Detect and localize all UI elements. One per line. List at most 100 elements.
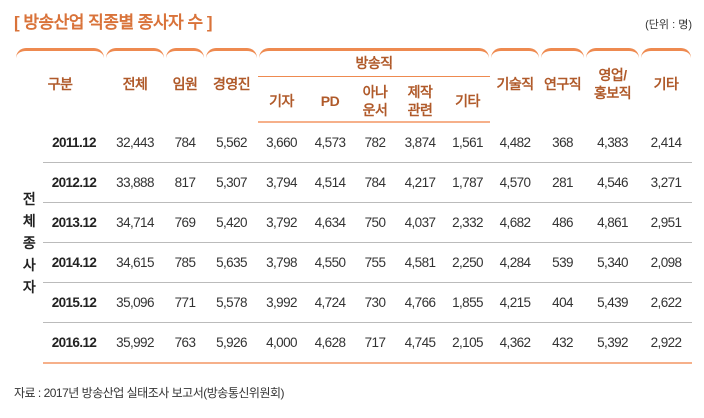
row-year: 2016.12 <box>43 322 106 364</box>
table-cell: 4,217 <box>395 162 446 203</box>
table-cell: 2,922 <box>640 322 693 364</box>
table-cell: 784 <box>355 162 396 203</box>
header-research: 연구직 <box>540 46 585 122</box>
table-cell: 782 <box>364 135 386 150</box>
table-row: 전 체 종 사 자 2011.12 32,443 784 5,562 3,660 4,57… <box>15 122 692 295</box>
table-cell: 785 <box>165 242 206 283</box>
row-year: 2015.12 <box>43 282 106 323</box>
table-cell: 3,874 <box>404 135 436 150</box>
table-cell: 4,550 <box>305 242 356 283</box>
table-cell: 2,098 <box>640 242 693 283</box>
header-category: 구분 <box>15 46 105 122</box>
table-cell: 784 <box>174 134 196 150</box>
table-cell: 4,037 <box>395 202 446 243</box>
header-mgmt: 경영진 <box>205 46 258 122</box>
table-cell: 5,562 <box>216 134 247 150</box>
table-cell: 4,362 <box>490 322 541 364</box>
header-production: 제작 관련 <box>395 76 446 123</box>
table-cell: 5,340 <box>585 242 641 283</box>
table-cell: 769 <box>165 202 206 243</box>
source-note: 자료 : 2017년 방송산업 실태조사 보고서(방송통신위원회) <box>14 386 285 400</box>
table-cell: 432 <box>540 322 586 364</box>
table-cell: 4,000 <box>258 322 306 364</box>
table-title: [ 방송산업 직종별 종사자 수 ] <box>14 13 212 32</box>
row-year: 2014.12 <box>43 242 106 283</box>
header-reporter: 기자 <box>258 76 306 123</box>
table-cell: 35,992 <box>105 322 166 364</box>
table-cell: 4,383 <box>597 134 628 150</box>
table-cell: 5,307 <box>205 162 259 203</box>
table-row: 2013.12 34,714 769 5,420 3,792 4,634 750 4,037 2… <box>15 202 693 243</box>
table-cell: 2,622 <box>640 282 693 323</box>
unit-label: (단위 : 명) <box>645 19 692 31</box>
table-cell: 1,787 <box>445 162 491 203</box>
table-cell: 404 <box>540 282 586 323</box>
table-cell: 717 <box>355 322 396 364</box>
table-cell: 763 <box>165 322 206 364</box>
table-cell: 5,578 <box>205 282 259 323</box>
header-tech: 기술직 <box>490 46 540 122</box>
table-cell: 4,745 <box>395 322 446 364</box>
side-label: 전 체 종 사 자 <box>22 190 36 295</box>
table-cell: 3,271 <box>640 162 693 203</box>
table-cell: 2,414 <box>650 134 682 150</box>
table-cell: 4,628 <box>305 322 356 364</box>
employee-table: 구분 전체 임원 경영진 방송직 기술직 연구직 영업/ 홍보직 기타 기자 P… <box>15 46 693 364</box>
table-cell: 4,766 <box>395 282 446 323</box>
table-cell: 5,635 <box>205 242 259 283</box>
header-broadcast-other: 기타 <box>445 76 491 123</box>
table-cell: 4,284 <box>490 242 541 283</box>
table-cell: 281 <box>540 162 586 203</box>
header-exec: 임원 <box>165 46 205 122</box>
table-row: 2012.12 33,888 817 5,307 3,794 4,514 784 4,217 1… <box>15 162 693 203</box>
table-cell: 368 <box>552 134 573 150</box>
header-sales: 영업/ 홍보직 <box>585 46 640 122</box>
table-cell: 730 <box>355 282 396 323</box>
table-cell: 4,482 <box>499 134 531 150</box>
table-cell: 750 <box>355 202 396 243</box>
table-row: 2015.12 35,096 771 5,578 3,992 4,724 730 4,766 1… <box>15 282 693 323</box>
table-cell: 3,792 <box>258 202 306 243</box>
header-total: 전체 <box>105 46 165 122</box>
table-cell: 2,250 <box>445 242 491 283</box>
header-pd: PD <box>305 76 356 123</box>
table-cell: 4,546 <box>585 162 641 203</box>
table-cell: 3,992 <box>258 282 306 323</box>
header-announcer: 아나 운서 <box>355 76 396 123</box>
table-cell: 539 <box>540 242 586 283</box>
table-cell: 4,634 <box>305 202 356 243</box>
table-cell: 3,798 <box>258 242 306 283</box>
table-cell: 34,714 <box>105 202 166 243</box>
table-cell: 4,724 <box>305 282 356 323</box>
table-cell: 2,105 <box>445 322 491 364</box>
table-cell: 2,332 <box>445 202 491 243</box>
header-broadcast: 방송직 <box>258 46 491 77</box>
table-cell: 5,392 <box>585 322 641 364</box>
row-year: 2011.12 <box>52 134 96 150</box>
table-cell: 1,855 <box>445 282 491 323</box>
table-cell: 1,561 <box>452 135 483 150</box>
table-cell: 34,615 <box>105 242 166 283</box>
table-cell: 817 <box>165 162 206 203</box>
table-row: 2014.12 34,615 785 5,635 3,798 4,550 755 4,581 2… <box>15 242 693 283</box>
table-cell: 5,420 <box>205 202 259 243</box>
table-cell: 2,951 <box>640 202 693 243</box>
table-cell: 755 <box>355 242 396 283</box>
table-cell: 4,682 <box>490 202 541 243</box>
table-cell: 5,926 <box>205 322 259 364</box>
table-cell: 3,660 <box>266 135 297 150</box>
table-cell: 4,861 <box>585 202 641 243</box>
header-other: 기타 <box>640 46 692 122</box>
table-row: 2016.12 35,992 763 5,926 4,000 4,628 717 4,745 2… <box>15 322 693 364</box>
row-year: 2012.12 <box>43 162 106 203</box>
table-cell: 4,570 <box>490 162 541 203</box>
table-cell: 5,439 <box>585 282 641 323</box>
table-cell: 3,794 <box>258 162 306 203</box>
table-cell: 4,514 <box>305 162 356 203</box>
table-cell: 771 <box>165 282 206 323</box>
table-cell: 32,443 <box>116 134 154 150</box>
table-cell: 4,581 <box>395 242 446 283</box>
table-cell: 33,888 <box>105 162 166 203</box>
table-cell: 486 <box>540 202 586 243</box>
